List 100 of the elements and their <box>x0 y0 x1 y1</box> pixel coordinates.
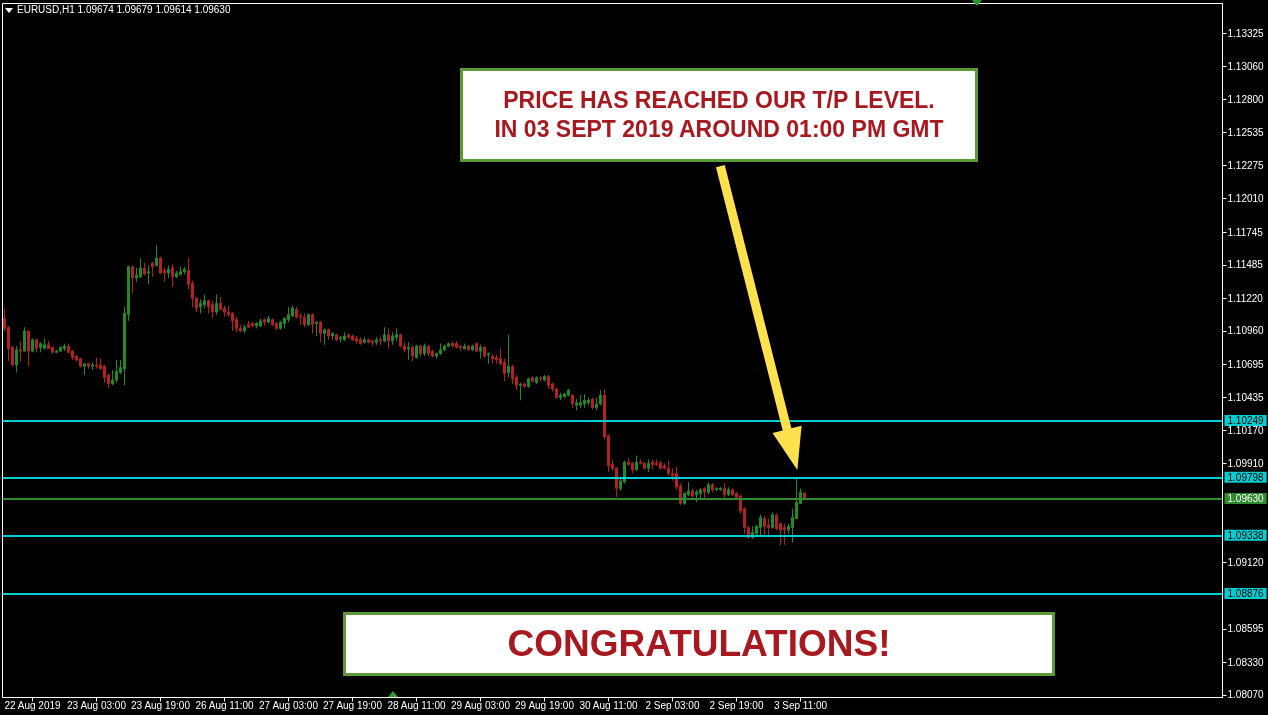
candlestick <box>95 356 98 370</box>
candlestick <box>263 317 266 327</box>
candlestick <box>311 312 314 334</box>
annotation: CONGRATULATIONS! <box>507 623 891 665</box>
candlestick <box>451 341 454 348</box>
candlestick <box>535 375 538 385</box>
candlestick <box>303 312 306 328</box>
x-tick-label: 27 Aug 03:00 <box>259 700 319 711</box>
candlestick <box>115 359 118 384</box>
candlestick <box>415 344 418 360</box>
y-tick-label: 1.09120 <box>1227 557 1265 569</box>
candlestick <box>39 341 42 353</box>
candlestick <box>215 293 218 316</box>
candlestick <box>543 374 546 382</box>
candlestick <box>479 344 482 360</box>
candlestick <box>203 293 206 309</box>
candlestick <box>267 315 270 324</box>
candlestick <box>391 331 394 346</box>
candlestick <box>767 518 770 539</box>
candlestick <box>247 320 250 329</box>
candlestick <box>411 345 414 362</box>
x-tick-label: 30 Aug 11:00 <box>579 700 639 711</box>
candlestick <box>315 320 318 337</box>
candlestick <box>471 344 474 352</box>
candlestick <box>567 388 570 397</box>
candlestick <box>547 374 550 390</box>
candlestick <box>783 523 786 546</box>
candlestick <box>431 349 434 358</box>
candlestick <box>43 338 46 350</box>
candlestick <box>771 511 774 530</box>
y-tick-label: 1.11745 <box>1227 226 1264 238</box>
candlestick <box>651 458 654 471</box>
candlestick <box>643 461 646 471</box>
candlestick <box>463 343 466 351</box>
candlestick <box>147 264 150 285</box>
ref-line-label: 1.08876 <box>1227 587 1265 599</box>
candlestick <box>487 351 490 365</box>
y-tick-label: 1.10960 <box>1227 325 1265 337</box>
candlestick <box>443 344 446 352</box>
candlestick <box>519 382 522 401</box>
candlestick <box>183 266 186 275</box>
candlestick <box>579 394 582 409</box>
candlestick <box>635 455 638 472</box>
candlestick <box>723 482 726 499</box>
candlestick <box>555 387 558 400</box>
candlestick <box>327 327 330 341</box>
candlestick <box>279 320 282 331</box>
candlestick <box>319 320 322 343</box>
x-tick-label: 2 Sep 19:00 <box>709 700 764 711</box>
candlestick <box>575 398 578 411</box>
candlestick <box>347 333 350 340</box>
candlestick <box>727 486 730 497</box>
candlestick <box>291 305 294 318</box>
candlestick <box>19 340 22 362</box>
candlestick <box>339 335 342 343</box>
ref-line-label: 1.10249 <box>1227 415 1265 427</box>
y-tick-label: 1.12275 <box>1227 159 1265 171</box>
candlestick <box>35 338 38 353</box>
candlestick <box>523 382 526 389</box>
candlestick <box>399 333 402 348</box>
candlestick <box>395 327 398 342</box>
candlestick <box>211 300 214 319</box>
candlestick <box>343 331 346 342</box>
ref-line-label: 1.09630 <box>1227 492 1265 504</box>
candlestick <box>23 326 26 352</box>
candlestick <box>711 482 714 493</box>
candlestick <box>307 312 310 327</box>
x-tick-label: 26 Aug 11:00 <box>195 700 255 711</box>
candlestick <box>571 393 574 409</box>
y-tick-label: 1.12010 <box>1227 193 1265 205</box>
ref-line-label: 1.09338 <box>1227 529 1265 541</box>
y-tick-label: 1.10170 <box>1227 424 1265 436</box>
x-tick-label: 22 Aug 2019 <box>4 700 62 711</box>
candlestick <box>91 361 94 371</box>
candlestick <box>375 336 378 346</box>
candlestick <box>351 334 354 342</box>
x-tick-label: 2 Sep 03:00 <box>645 700 700 711</box>
candlestick <box>59 345 62 352</box>
candlestick <box>251 321 254 328</box>
candlestick <box>467 344 470 352</box>
candlestick <box>631 461 634 474</box>
candlestick <box>335 333 338 342</box>
candlestick <box>707 481 710 496</box>
y-tick-label: 1.11220 <box>1227 292 1264 304</box>
candlestick <box>387 327 390 350</box>
candlestick <box>79 356 82 368</box>
y-tick-label: 1.08070 <box>1227 689 1265 701</box>
candlestick <box>235 316 238 333</box>
candlestick <box>355 335 358 345</box>
candlestick <box>483 345 486 358</box>
candlestick <box>175 270 178 279</box>
candlestick <box>87 361 90 370</box>
candlestick <box>731 487 734 497</box>
candlestick <box>583 393 586 409</box>
candlestick <box>655 458 658 467</box>
candlestick <box>383 326 386 343</box>
y-tick-label: 1.12800 <box>1227 93 1265 105</box>
candlestick <box>171 263 174 288</box>
candlestick <box>759 514 762 536</box>
y-tick-label: 1.13060 <box>1227 60 1265 72</box>
